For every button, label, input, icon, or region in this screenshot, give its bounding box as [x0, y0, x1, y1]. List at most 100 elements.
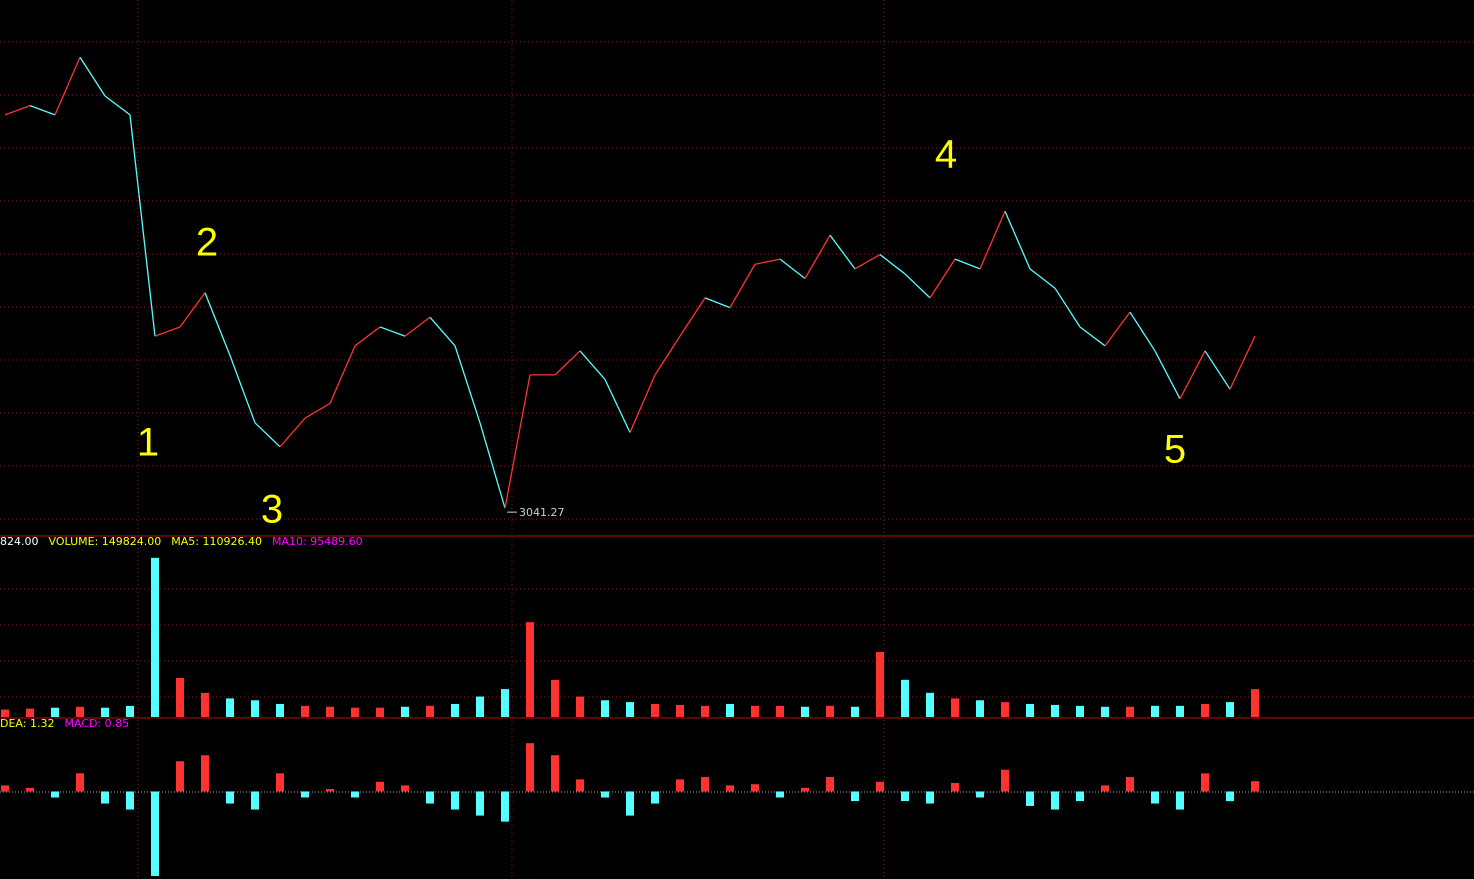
macd-bar: [476, 791, 484, 816]
macd-bar: [1051, 791, 1059, 810]
price-segment: [604, 379, 631, 433]
price-segment: [254, 422, 281, 448]
legend-entry: MA5: 110926.40: [171, 535, 262, 548]
volume-bar: [626, 702, 634, 717]
price-segment: [1204, 350, 1231, 390]
macd-bar: [26, 787, 34, 792]
volume-bar: [876, 651, 884, 717]
macd-bar: [926, 791, 934, 804]
macd-bar: [426, 791, 434, 804]
volume-bar: [176, 677, 184, 717]
volume-bar: [951, 698, 959, 717]
price-segment: [1029, 268, 1056, 289]
low-label: 3041.27: [519, 506, 565, 519]
volume-bar: [76, 706, 84, 717]
volume-bar: [801, 706, 809, 717]
price-segment: [854, 253, 881, 270]
macd-bar: [676, 779, 684, 792]
macd-bar: [101, 791, 109, 804]
volume-bar: [751, 705, 759, 717]
price-segment: [504, 374, 531, 509]
macd-bar: [751, 784, 759, 792]
price-segment: [1229, 335, 1256, 390]
price-segment: [154, 326, 181, 337]
price-segment: [1179, 350, 1206, 400]
price-segment: [1079, 326, 1106, 347]
macd-bar: [826, 776, 834, 792]
volume-bar: [476, 696, 484, 717]
volume-bar: [1151, 705, 1159, 717]
volume-bar: [276, 703, 284, 717]
price-segment: [904, 273, 931, 299]
macd-bar: [976, 791, 984, 798]
volume-bar: [726, 703, 734, 717]
price-segment: [54, 56, 81, 116]
macd-bar: [201, 755, 209, 792]
macd-bar: [1101, 785, 1109, 792]
volume-bar: [101, 707, 109, 717]
price-segment: [329, 345, 356, 404]
macd-bar: [1251, 781, 1259, 792]
price-segment: [404, 316, 431, 337]
price-segment: [204, 292, 231, 356]
volume-bar: [601, 700, 609, 717]
price-segment: [129, 114, 156, 337]
legend-entry: VOLUME: 149824.00: [49, 535, 162, 548]
volume-bar: [451, 703, 459, 717]
volume-bar: [776, 705, 784, 717]
price-segment: [829, 234, 856, 270]
macd-bar: [1126, 776, 1134, 792]
volume-bar: [351, 707, 359, 717]
price-segment: [179, 292, 206, 328]
macd-bar: [1, 785, 9, 792]
price-segment: [979, 210, 1006, 270]
volume-bar: [126, 705, 134, 717]
macd-bar: [301, 791, 309, 798]
volume-bar: [1126, 706, 1134, 717]
price-segment: [1004, 210, 1031, 270]
volume-bar: [1076, 705, 1084, 717]
volume-bar: [1176, 705, 1184, 717]
price-segment: [654, 335, 681, 376]
macd-bar: [651, 791, 659, 804]
volume-bar: [26, 708, 34, 717]
macd-bar: [376, 781, 384, 792]
macd-bar: [1001, 769, 1009, 792]
price-segment: [1129, 311, 1156, 352]
volume-bar: [1001, 702, 1009, 717]
volume-bar: [326, 706, 334, 717]
volume-bar: [576, 696, 584, 717]
macd-bar: [251, 791, 259, 810]
price-segment: [704, 297, 731, 309]
volume-bar: [651, 703, 659, 717]
price-segment: [29, 105, 56, 116]
annotation: 3: [261, 488, 283, 532]
macd-bar: [851, 791, 859, 802]
macd-bar: [401, 785, 409, 792]
macd-bar: [776, 791, 784, 798]
volume-bar: [551, 679, 559, 717]
macd-bar: [226, 791, 234, 804]
macd-bar: [876, 781, 884, 792]
volume-bar: [851, 706, 859, 717]
price-segment: [379, 326, 406, 337]
volume-bar: [1201, 703, 1209, 717]
price-segment: [954, 258, 981, 270]
volume-bar: [226, 698, 234, 717]
volume-bar: [1226, 702, 1234, 717]
price-segment: [1054, 287, 1081, 328]
price-segment: [879, 254, 906, 275]
macd-bar: [626, 791, 634, 816]
macd-bar: [576, 779, 584, 792]
macd-bar: [176, 761, 184, 792]
price-segment: [729, 263, 756, 308]
macd-bar: [351, 791, 359, 798]
macd-bar: [326, 789, 334, 792]
volume-bar: [1101, 706, 1109, 717]
price-segment: [1104, 311, 1131, 347]
price-segment: [1154, 350, 1181, 400]
macd-bar: [126, 791, 134, 810]
volume-bar: [926, 692, 934, 717]
